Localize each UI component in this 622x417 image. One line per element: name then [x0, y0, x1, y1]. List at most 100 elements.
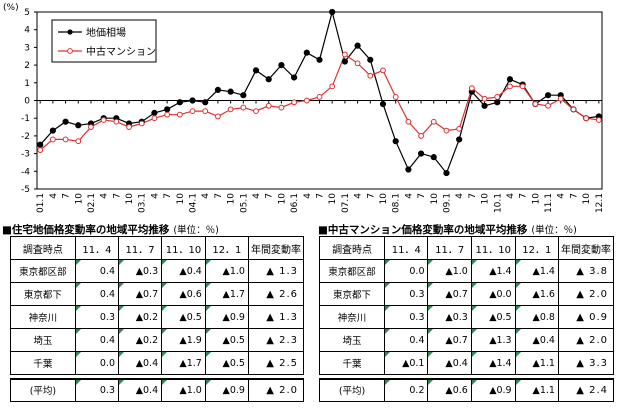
y-tick-label: -2: [21, 132, 30, 142]
annual-cell: ▲ 2.0: [247, 377, 305, 402]
value-cell: ▲1.1: [514, 351, 559, 375]
series2-point: [418, 133, 424, 139]
value-cell: 0.0: [74, 351, 119, 375]
annual-cell: ▲ 2.4: [557, 377, 615, 402]
x-tick-label: 09.1: [442, 193, 452, 213]
y-tick-label: 3: [24, 43, 30, 53]
series2-point: [202, 108, 209, 115]
series2-point: [49, 136, 56, 143]
series2-point: [532, 101, 539, 107]
y-tick-label: 5: [24, 8, 30, 18]
series2-point: [176, 111, 183, 118]
area-cell: (平均): [318, 377, 386, 402]
value-cell: ▲1.7: [161, 351, 206, 375]
y-tick-label: -3: [21, 150, 30, 160]
x-tick-label: 4: [354, 193, 364, 199]
series2-point: [456, 125, 463, 132]
series2-point: [189, 108, 196, 115]
series2-point: [303, 97, 310, 104]
value-cell: ▲0.9: [204, 377, 249, 402]
series2-point: [519, 83, 526, 90]
value-cell: ▲0.7: [117, 282, 163, 306]
table1-unit: (単位：％): [173, 225, 219, 236]
table-row: 神奈川 0.3 ▲0.3 ▲0.5 ▲0.8 ▲ 0.9: [318, 305, 615, 329]
value-cell: ▲0.7: [427, 282, 472, 306]
area-cell: 東京都区部: [10, 259, 76, 283]
series2-point: [545, 102, 551, 109]
series2-point: [481, 95, 488, 102]
y-tick-label: 0: [24, 97, 30, 107]
legend-label: 地価相場: [86, 26, 126, 39]
series2-point: [37, 147, 44, 153]
table-row: 千葉 ▲0.1 ▲0.4 ▲1.4 ▲1.1 ▲ 3.3: [318, 351, 615, 375]
y-tick-label: 1: [24, 79, 30, 89]
series2-point: [380, 67, 386, 74]
value-cell: ▲1.7: [204, 282, 249, 306]
series1-point: [303, 49, 310, 56]
value-cell: ▲1.1: [514, 377, 559, 402]
value-cell: 0.3: [384, 282, 429, 306]
series2-point: [88, 124, 94, 130]
x-tick-label: 10: [227, 193, 237, 205]
series2-point: [164, 111, 171, 118]
x-tick-label: 10: [582, 193, 592, 205]
series1-point: [252, 67, 260, 74]
series2-point: [227, 106, 234, 113]
value-cell: 0.3: [74, 377, 119, 402]
value-cell: ▲1.0: [161, 377, 206, 402]
x-tick-label: 4: [557, 193, 567, 199]
series1-point: [62, 118, 69, 125]
value-cell: ▲0.2: [117, 305, 163, 329]
x-tick-label: 07.1: [341, 193, 351, 213]
area-cell: 埼玉: [318, 328, 386, 352]
series2-point: [151, 115, 158, 122]
series1-point: [544, 92, 552, 99]
value-cell: ▲1.9: [161, 328, 206, 352]
x-tick-label: 4: [252, 193, 262, 199]
annual-cell: ▲ 1.3: [247, 259, 305, 283]
x-tick-label: 10: [531, 193, 541, 205]
x-tick-label: 03.1: [138, 193, 148, 213]
value-cell: ▲1.6: [514, 282, 559, 306]
value-cell: ▲1.4: [514, 259, 559, 283]
series1-point: [354, 42, 361, 49]
series1-point: [367, 56, 374, 63]
line-chart: -5 -4 -3 -2 -1 0 1 2 3 4 5 (%) 01.1 4 7 10 02.1 4 7 10 03.1 4…: [3, 3, 605, 213]
series1-point: [75, 122, 82, 129]
series1-point: [164, 106, 171, 113]
series1-point: [278, 62, 285, 69]
header-cell: 11．7: [117, 236, 163, 260]
series2-point: [354, 60, 361, 67]
x-tick-label: 4: [404, 193, 414, 199]
x-tick-label: 4: [201, 193, 211, 199]
table-row: 埼玉 0.4 ▲0.7 ▲1.3 ▲0.4 ▲ 2.0: [318, 328, 615, 352]
x-tick-label: 10: [277, 193, 287, 205]
value-cell: ▲0.4: [161, 259, 206, 283]
header-cell: 11．7: [427, 236, 472, 260]
series2-point: [367, 72, 374, 79]
x-tick-label: 06.1: [290, 193, 300, 213]
series2-point: [316, 94, 323, 100]
x-tick-label: 7: [112, 193, 122, 199]
series2-point: [494, 94, 501, 100]
header-cell: 11．10: [470, 236, 516, 260]
header-cell: 年間変動率: [557, 236, 615, 260]
x-tick-label: 4: [100, 193, 110, 199]
area-cell: 神奈川: [318, 305, 386, 329]
legend-marker: [67, 29, 73, 35]
series2-point: [253, 108, 259, 115]
annual-cell: ▲ 2.0: [557, 328, 615, 352]
table-row: 埼玉 0.4 ▲0.2 ▲1.9 ▲0.5 ▲ 2.3: [10, 328, 305, 352]
value-cell: 0.4: [384, 328, 429, 352]
value-cell: ▲0.4: [514, 328, 559, 352]
series2-point: [443, 127, 450, 134]
x-tick-label: 10: [481, 193, 491, 205]
y-axis-unit: (%): [3, 3, 19, 13]
series1-point: [202, 99, 209, 106]
table2-title: ■中古マンション価格変動率の地域平均推移 (単位：％): [318, 224, 577, 237]
table-row: 東京都区部 0.4 ▲0.3 ▲0.4 ▲1.0 ▲ 1.3: [10, 259, 305, 283]
series2-point: [507, 83, 513, 90]
header-row: 調査時点 11．4 11．7 11．10 12．1 年間変動率: [318, 236, 615, 260]
x-tick-label: 10: [328, 193, 338, 205]
